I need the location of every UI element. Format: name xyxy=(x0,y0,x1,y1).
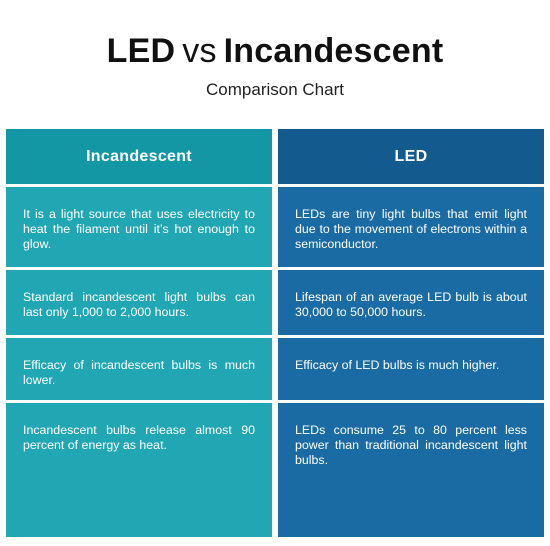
incandescent-column: Incandescent It is a light source that u… xyxy=(6,129,272,537)
incandescent-energy-cell: Incandescent bulbs release almost 90 per… xyxy=(6,403,272,537)
led-column: LED LEDs are tiny light bulbs that emit … xyxy=(278,129,544,537)
led-definition-cell: LEDs are tiny light bulbs that emit ligh… xyxy=(278,187,544,267)
led-efficacy-cell: Efficacy of LED bulbs is much higher. xyxy=(278,338,544,400)
incandescent-column-header: Incandescent xyxy=(6,129,272,184)
incandescent-lifespan-cell: Standard incandescent light bulbs can la… xyxy=(6,270,272,335)
title-vs: vs xyxy=(182,32,217,70)
title-led: LED xyxy=(106,32,176,70)
title-incandescent: Incandescent xyxy=(223,32,444,70)
page-subtitle: Comparison Chart xyxy=(206,80,344,99)
led-energy-cell: LEDs consume 25 to 80 percent less power… xyxy=(278,403,544,537)
incandescent-definition-cell: It is a light source that uses electrici… xyxy=(6,187,272,267)
led-lifespan-cell: Lifespan of an average LED bulb is about… xyxy=(278,270,544,335)
incandescent-efficacy-cell: Efficacy of incandescent bulbs is much l… xyxy=(6,338,272,400)
page-title: LED vs Incandescent xyxy=(0,30,550,72)
led-column-header: LED xyxy=(278,129,544,184)
